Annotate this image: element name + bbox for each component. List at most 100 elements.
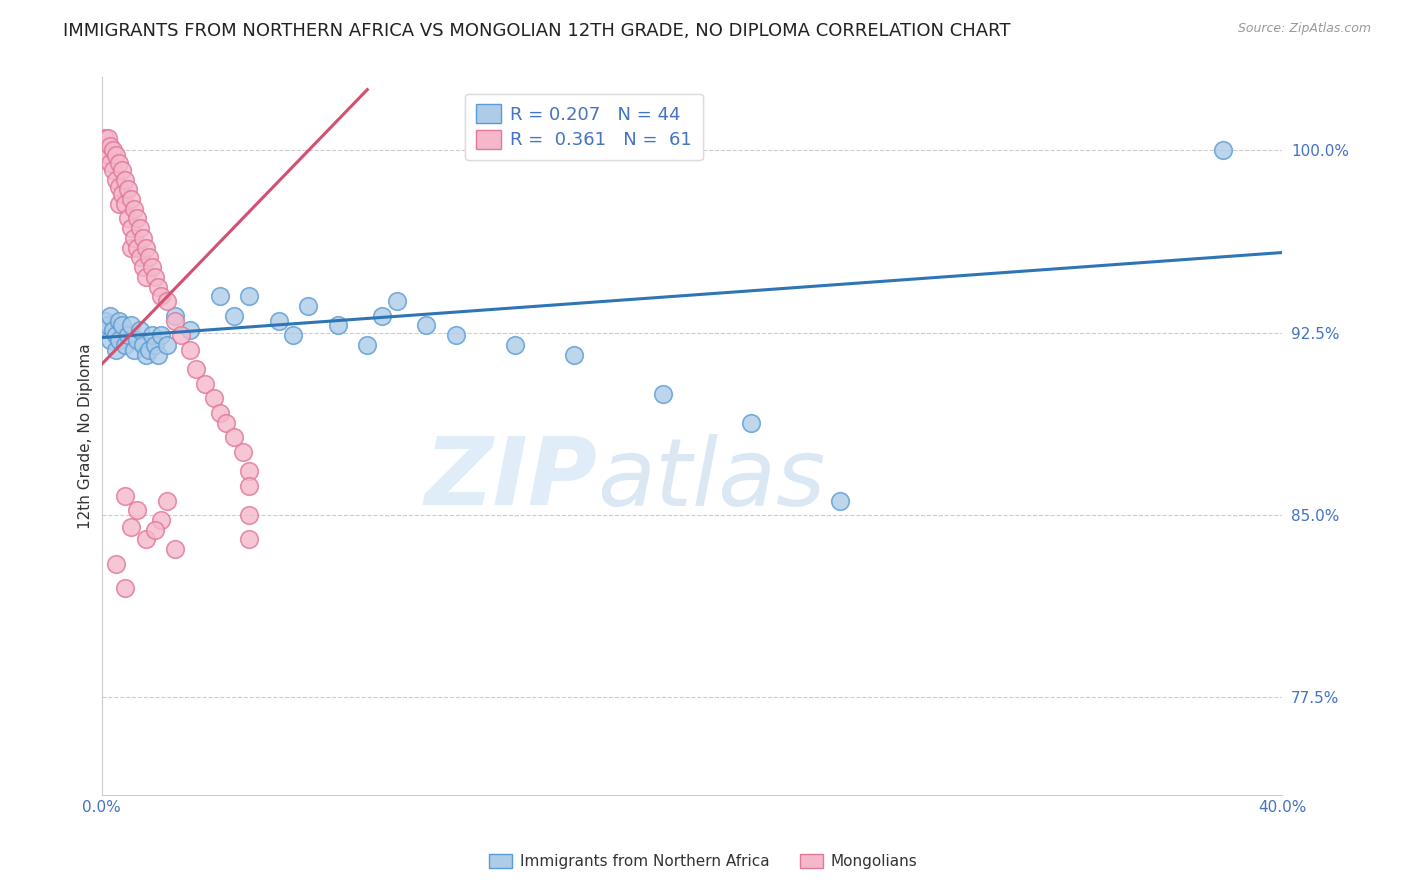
Point bbox=[120, 520, 142, 534]
Point bbox=[120, 318, 142, 333]
Point bbox=[114, 581, 136, 595]
Point bbox=[155, 338, 177, 352]
Point bbox=[108, 179, 131, 194]
Point bbox=[135, 348, 157, 362]
Point bbox=[125, 503, 148, 517]
Point bbox=[96, 318, 118, 333]
Point bbox=[125, 211, 148, 226]
Point bbox=[224, 430, 246, 444]
Point bbox=[138, 251, 160, 265]
Point bbox=[96, 131, 118, 145]
Point bbox=[503, 338, 526, 352]
Point bbox=[105, 148, 128, 162]
Point bbox=[108, 155, 131, 169]
Point bbox=[105, 328, 128, 343]
Point bbox=[114, 197, 136, 211]
Point bbox=[111, 187, 134, 202]
Point bbox=[100, 138, 122, 153]
Point bbox=[125, 241, 148, 255]
Point bbox=[444, 328, 467, 343]
Point bbox=[132, 338, 155, 352]
Point bbox=[184, 362, 207, 376]
Point bbox=[740, 416, 762, 430]
Point bbox=[208, 406, 231, 420]
Point bbox=[100, 155, 122, 169]
Point bbox=[141, 328, 163, 343]
Text: Source: ZipAtlas.com: Source: ZipAtlas.com bbox=[1237, 22, 1371, 36]
Point bbox=[170, 328, 193, 343]
Point bbox=[208, 289, 231, 303]
Point bbox=[828, 493, 851, 508]
Point bbox=[105, 557, 128, 571]
Point bbox=[415, 318, 437, 333]
Point bbox=[149, 289, 172, 303]
Point bbox=[114, 489, 136, 503]
Point bbox=[108, 313, 131, 327]
Point bbox=[132, 260, 155, 274]
Text: atlas: atlas bbox=[598, 434, 825, 524]
Point bbox=[141, 260, 163, 274]
Legend: R = 0.207   N = 44, R =  0.361   N =  61: R = 0.207 N = 44, R = 0.361 N = 61 bbox=[465, 94, 703, 161]
Point bbox=[120, 241, 142, 255]
Point bbox=[143, 269, 166, 284]
Point bbox=[103, 144, 125, 158]
Point bbox=[132, 231, 155, 245]
Point bbox=[283, 328, 305, 343]
Point bbox=[179, 343, 201, 357]
Text: IMMIGRANTS FROM NORTHERN AFRICA VS MONGOLIAN 12TH GRADE, NO DIPLOMA CORRELATION : IMMIGRANTS FROM NORTHERN AFRICA VS MONGO… bbox=[63, 22, 1011, 40]
Point bbox=[238, 508, 260, 522]
Point bbox=[149, 328, 172, 343]
Point bbox=[120, 192, 142, 206]
Text: ZIP: ZIP bbox=[425, 434, 598, 525]
Point bbox=[232, 445, 254, 459]
Point bbox=[267, 313, 290, 327]
Point bbox=[165, 542, 187, 557]
Point bbox=[146, 348, 169, 362]
Point bbox=[143, 338, 166, 352]
Point bbox=[100, 333, 122, 347]
Point bbox=[179, 323, 201, 337]
Point bbox=[238, 464, 260, 478]
Point bbox=[125, 333, 148, 347]
Point bbox=[111, 162, 134, 177]
Point bbox=[155, 294, 177, 309]
Point bbox=[117, 211, 139, 226]
Point bbox=[214, 416, 236, 430]
Point bbox=[135, 533, 157, 547]
Point bbox=[371, 309, 394, 323]
Point bbox=[1212, 144, 1234, 158]
Point bbox=[356, 338, 378, 352]
Point bbox=[122, 231, 145, 245]
Point bbox=[117, 328, 139, 343]
Point bbox=[155, 493, 177, 508]
Point bbox=[143, 523, 166, 537]
Legend: Immigrants from Northern Africa, Mongolians: Immigrants from Northern Africa, Mongoli… bbox=[482, 847, 924, 875]
Point bbox=[135, 241, 157, 255]
Point bbox=[385, 294, 408, 309]
Point bbox=[146, 279, 169, 293]
Point bbox=[129, 323, 152, 337]
Point bbox=[194, 376, 217, 391]
Point bbox=[108, 333, 131, 347]
Point bbox=[105, 343, 128, 357]
Point bbox=[297, 299, 319, 313]
Point bbox=[238, 479, 260, 493]
Point bbox=[117, 182, 139, 196]
Point bbox=[105, 172, 128, 186]
Point bbox=[135, 269, 157, 284]
Point bbox=[651, 386, 673, 401]
Point bbox=[96, 148, 118, 162]
Point bbox=[120, 221, 142, 235]
Point bbox=[103, 162, 125, 177]
Point bbox=[149, 513, 172, 527]
Point bbox=[562, 348, 585, 362]
Point bbox=[165, 309, 187, 323]
Point bbox=[103, 323, 125, 337]
Point bbox=[238, 533, 260, 547]
Point bbox=[111, 318, 134, 333]
Point bbox=[122, 202, 145, 216]
Point bbox=[326, 318, 349, 333]
Point bbox=[100, 309, 122, 323]
Point bbox=[165, 313, 187, 327]
Point bbox=[202, 392, 225, 406]
